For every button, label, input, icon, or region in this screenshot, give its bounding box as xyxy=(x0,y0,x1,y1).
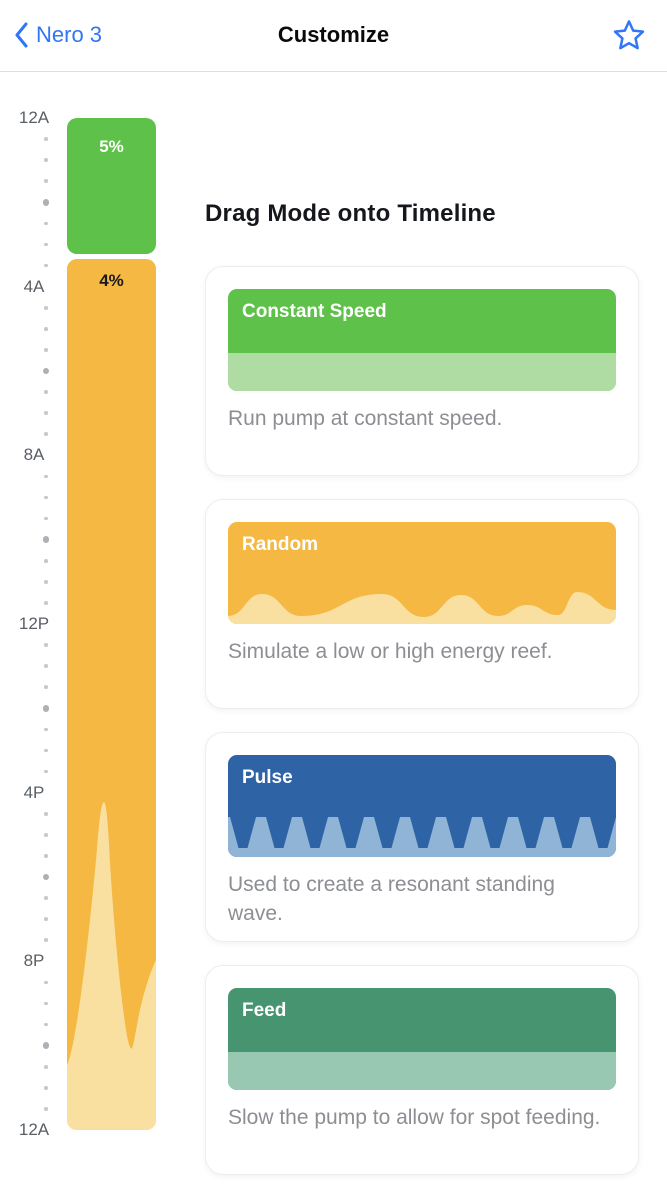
timeline-dot xyxy=(44,411,48,415)
timeline-dot xyxy=(44,917,48,921)
timeline-dot xyxy=(44,179,48,184)
timeline-dot xyxy=(44,1107,48,1111)
modes-heading: Drag Mode onto Timeline xyxy=(205,200,496,227)
timeline-dot xyxy=(44,242,48,247)
timeline-dot xyxy=(44,769,48,774)
nav-bar: Nero 3 Customize xyxy=(0,0,667,72)
timeline-dot xyxy=(44,305,48,310)
mode-waveform-art xyxy=(228,1052,616,1090)
mode-waveform-art xyxy=(228,817,616,857)
favorite-button[interactable] xyxy=(611,18,647,54)
hour-label-12A-6: 12A xyxy=(18,1120,50,1139)
timeline-big-dot xyxy=(42,705,50,712)
timeline-dot xyxy=(44,558,48,563)
timeline-segment-constant-speed[interactable]: 5% xyxy=(67,118,156,254)
timeline-dot xyxy=(44,432,48,437)
timeline-dot xyxy=(44,327,48,331)
timeline-dot xyxy=(44,938,48,943)
timeline[interactable]: 12A 4A 8A 12P 4P 8P 12A 5% 4% xyxy=(0,71,200,1200)
mode-palette: Drag Mode onto Timeline Constant Speed R… xyxy=(205,200,639,1198)
mode-label: Pulse xyxy=(242,767,293,788)
hour-label-4P-4: 4P xyxy=(23,782,45,802)
hour-label-12A-0: 12A xyxy=(18,108,50,127)
timeline-big-dot xyxy=(42,873,50,881)
timeline-dot xyxy=(44,1001,48,1006)
timeline-dot xyxy=(44,896,48,900)
back-button[interactable]: Nero 3 xyxy=(14,0,102,70)
timeline-dot xyxy=(44,474,48,479)
timeline-big-dot xyxy=(42,367,50,375)
hour-label-8P-5: 8P xyxy=(23,951,45,971)
timeline-dot xyxy=(44,685,48,690)
timeline-dot xyxy=(44,580,48,584)
hour-label-4A-1: 4A xyxy=(23,276,45,296)
timeline-dot xyxy=(44,1086,48,1090)
timeline-dot xyxy=(44,263,48,268)
mode-waveform-art xyxy=(228,592,616,624)
mode-banner-pulse[interactable]: Pulse xyxy=(228,755,616,857)
hour-label-8A-2: 8A xyxy=(23,445,45,465)
timeline-big-dot xyxy=(42,199,50,206)
timeline-dot xyxy=(44,221,48,226)
mode-card-constant-speed[interactable]: Constant Speed Run pump at constant spee… xyxy=(205,266,639,476)
timeline-dot xyxy=(44,1064,48,1069)
timeline-segment-random[interactable]: 4% xyxy=(67,258,156,1130)
timeline-dot xyxy=(44,727,48,732)
segment-percent-label: 5% xyxy=(99,137,124,156)
mode-card-pulse[interactable]: Pulse Used to create a resonant standing… xyxy=(205,732,639,942)
timeline-dot xyxy=(44,643,48,647)
timeline-dot xyxy=(44,1022,48,1027)
timeline-dot xyxy=(44,348,48,352)
timeline-dot xyxy=(44,664,48,668)
back-button-label: Nero 3 xyxy=(36,22,103,47)
timeline-dot xyxy=(44,137,48,141)
mode-label: Feed xyxy=(242,1000,287,1021)
segment-waveform-art xyxy=(67,801,156,1130)
page-title: Customize xyxy=(277,22,390,47)
mode-banner-random[interactable]: Random xyxy=(228,522,616,624)
mode-description: Run pump at constant speed. xyxy=(228,407,503,430)
timeline-big-dot xyxy=(42,536,50,543)
mode-description: Used to create a resonant standing wave. xyxy=(228,873,555,925)
timeline-dot xyxy=(44,390,48,394)
timeline-dot xyxy=(44,854,48,858)
timeline-dot xyxy=(44,601,48,605)
segment-percent-label: 4% xyxy=(99,270,124,290)
mode-card-random[interactable]: Random Simulate a low or high energy ree… xyxy=(205,499,639,709)
timeline-dot xyxy=(44,495,48,500)
mode-label: Constant Speed xyxy=(242,301,387,322)
mode-description: Slow the pump to allow for spot feeding. xyxy=(228,1106,601,1129)
mode-card-list: Constant Speed Run pump at constant spee… xyxy=(205,266,639,1175)
star-outline-icon xyxy=(613,20,645,50)
hour-label-12P-3: 12P xyxy=(18,614,50,633)
mode-label: Random xyxy=(242,534,318,555)
mode-banner-constant-speed[interactable]: Constant Speed xyxy=(228,289,616,391)
mode-card-feed[interactable]: Feed Slow the pump to allow for spot fee… xyxy=(205,965,639,1175)
mode-waveform-art xyxy=(228,353,616,391)
timeline-dot xyxy=(44,811,48,816)
chevron-left-icon xyxy=(15,22,28,48)
timeline-dot xyxy=(44,748,48,753)
timeline-dot xyxy=(44,980,48,985)
timeline-dot xyxy=(44,833,48,837)
timeline-big-dot xyxy=(42,1042,50,1049)
mode-banner-feed[interactable]: Feed xyxy=(228,988,616,1090)
timeline-dot xyxy=(44,516,48,521)
mode-description: Simulate a low or high energy reef. xyxy=(228,640,553,663)
timeline-dot xyxy=(44,158,48,162)
